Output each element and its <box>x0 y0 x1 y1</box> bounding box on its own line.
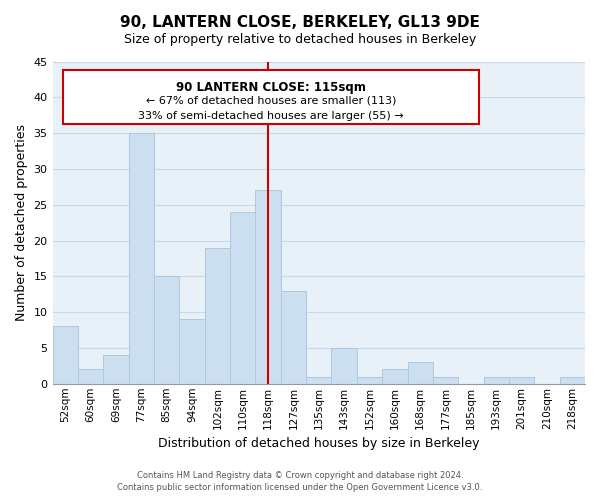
Y-axis label: Number of detached properties: Number of detached properties <box>15 124 28 321</box>
Bar <box>560 376 585 384</box>
Bar <box>484 376 509 384</box>
Bar <box>230 212 256 384</box>
Bar <box>382 370 407 384</box>
Bar <box>357 376 382 384</box>
Bar <box>509 376 534 384</box>
Bar <box>205 248 230 384</box>
Bar <box>331 348 357 384</box>
Bar <box>154 276 179 384</box>
Text: Size of property relative to detached houses in Berkeley: Size of property relative to detached ho… <box>124 32 476 46</box>
Bar <box>407 362 433 384</box>
Text: 90, LANTERN CLOSE, BERKELEY, GL13 9DE: 90, LANTERN CLOSE, BERKELEY, GL13 9DE <box>120 15 480 30</box>
Bar <box>306 376 331 384</box>
Bar <box>281 290 306 384</box>
Bar <box>433 376 458 384</box>
Text: ← 67% of detached houses are smaller (113): ← 67% of detached houses are smaller (11… <box>146 96 396 106</box>
Bar <box>103 355 128 384</box>
Bar <box>53 326 78 384</box>
X-axis label: Distribution of detached houses by size in Berkeley: Distribution of detached houses by size … <box>158 437 479 450</box>
Bar <box>179 320 205 384</box>
FancyBboxPatch shape <box>63 70 479 124</box>
Text: Contains HM Land Registry data © Crown copyright and database right 2024.
Contai: Contains HM Land Registry data © Crown c… <box>118 471 482 492</box>
Bar <box>256 190 281 384</box>
Text: 90 LANTERN CLOSE: 115sqm: 90 LANTERN CLOSE: 115sqm <box>176 81 366 94</box>
Bar <box>78 370 103 384</box>
Text: 33% of semi-detached houses are larger (55) →: 33% of semi-detached houses are larger (… <box>138 111 404 121</box>
Bar <box>128 133 154 384</box>
